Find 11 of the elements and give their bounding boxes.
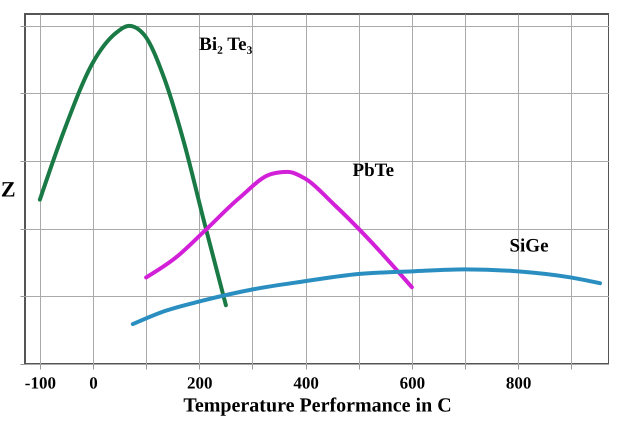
x-tick-label: 800 <box>506 374 532 392</box>
x-tick-label: 200 <box>187 374 213 392</box>
series-label: SiGe <box>509 235 549 256</box>
x-axis-title: Temperature Performance in C <box>183 394 452 416</box>
x-tick-label: 0 <box>89 374 98 392</box>
y-axis-title: Z <box>0 176 16 202</box>
x-tick-label: -100 <box>24 374 56 392</box>
x-tick-label: 400 <box>293 374 319 392</box>
x-tick-label: 600 <box>400 374 426 392</box>
text: Bi₂ Te₃ <box>199 34 253 55</box>
series-label: PbTe <box>352 160 394 181</box>
